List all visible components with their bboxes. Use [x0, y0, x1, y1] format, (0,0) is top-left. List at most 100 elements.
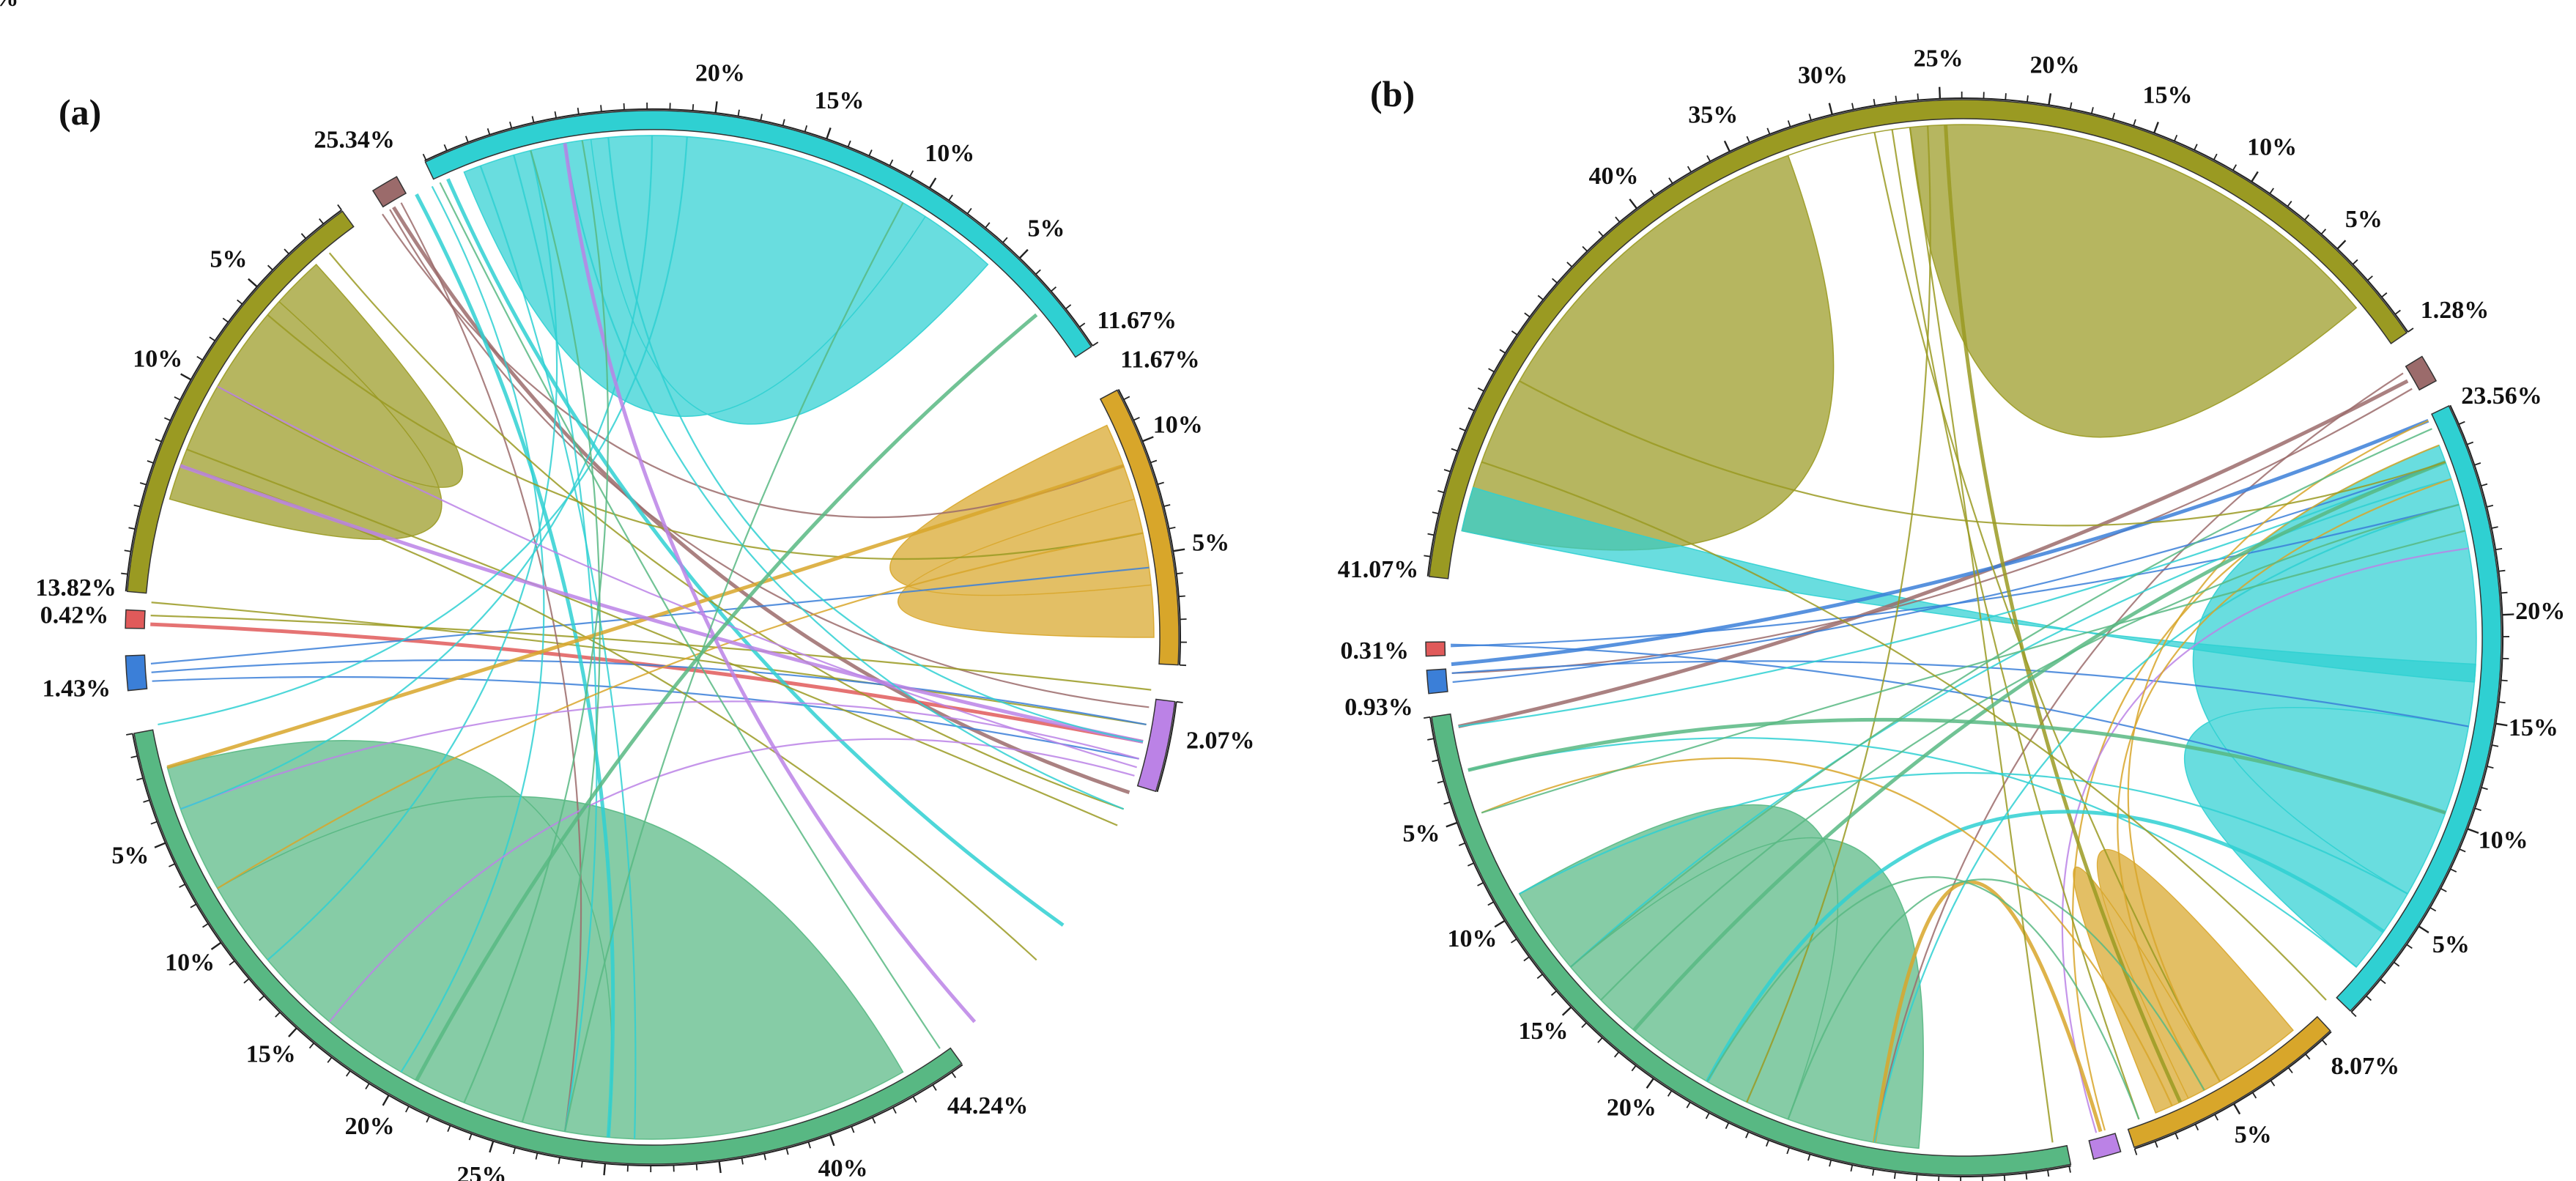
tick-mark — [1632, 1066, 1635, 1071]
tick-mark — [1829, 1160, 1831, 1166]
tick-label: 20% — [695, 59, 745, 86]
tick-mark — [147, 461, 153, 463]
tick-mark — [1158, 483, 1164, 485]
tick-mark — [2323, 1040, 2327, 1045]
sector-arc-brown — [2406, 356, 2436, 390]
tick-mark — [1767, 128, 1769, 134]
tick-mark — [1177, 702, 1183, 703]
tick-mark — [1169, 527, 1176, 529]
tick-mark — [555, 111, 556, 118]
tick-mark — [1467, 863, 1473, 866]
sector-share-label: 0.31% — [1341, 637, 1410, 664]
chord-panel-b: 5%10%15%20%25%30%35%40%41.07%1.28%5%10%1… — [1338, 45, 2566, 1181]
tick-mark — [2459, 422, 2465, 425]
tick-label: 20% — [2515, 598, 2565, 625]
tick-mark — [2368, 276, 2373, 281]
tick-mark — [1809, 114, 1811, 120]
tick-mark — [1788, 120, 1791, 127]
major-tick — [930, 178, 936, 188]
major-tick — [2048, 93, 2051, 105]
tick-mark — [1669, 178, 1673, 184]
tick-label: 20% — [1607, 1094, 1657, 1121]
tick-mark — [1428, 534, 1435, 536]
tick-mark — [2481, 484, 2487, 486]
tick-mark — [2026, 1173, 2027, 1180]
tick-mark — [1706, 1113, 1709, 1119]
tick-mark — [805, 125, 807, 132]
tick-label: 5% — [111, 843, 149, 870]
tick-mark — [764, 1154, 766, 1160]
tick-mark — [1917, 94, 1918, 100]
tick-mark — [1459, 428, 1465, 430]
tick-mark — [933, 1085, 936, 1091]
tick-mark — [169, 864, 174, 867]
tick-label: 15% — [1519, 1018, 1569, 1045]
tick-mark — [1726, 1123, 1729, 1129]
ribbon-gold — [890, 426, 1154, 637]
tick-mark — [1424, 717, 1430, 718]
sector-share-label: 1.43% — [42, 675, 111, 703]
tick-mark — [2070, 103, 2072, 109]
major-tick — [2234, 1104, 2240, 1114]
tick-mark — [1424, 555, 1430, 556]
tick-mark — [985, 223, 990, 228]
tick-mark — [1583, 246, 1587, 251]
tick-mark — [2407, 944, 2412, 948]
tick-mark — [889, 160, 892, 166]
tick-mark — [1552, 991, 1557, 996]
tick-mark — [2408, 328, 2413, 332]
tick-mark — [533, 116, 534, 123]
tick-mark — [1599, 232, 1603, 237]
chord-figure: 5%10%15%20%11.67%1%25.34%5%10%13.82%0.42… — [0, 0, 2576, 1181]
tick-label: 5% — [2432, 931, 2470, 958]
tick-mark — [1124, 396, 1130, 399]
tick-mark — [1895, 96, 1896, 103]
tick-label: 40% — [818, 1155, 868, 1181]
sector-arc-red — [125, 610, 145, 629]
tick-mark — [2113, 113, 2114, 119]
tick-mark — [1432, 512, 1439, 514]
tick-mark — [2481, 788, 2488, 790]
tick-mark — [808, 1142, 810, 1149]
tick-mark — [2474, 463, 2481, 465]
tick-mark — [1051, 287, 1056, 292]
tick-mark — [1133, 418, 1139, 421]
tick-mark — [2475, 808, 2481, 810]
tick-mark — [2270, 188, 2273, 193]
tick-mark — [1500, 349, 1506, 353]
tick-label: 15% — [246, 1041, 296, 1068]
tick-label: 5% — [2345, 206, 2383, 233]
tick-mark — [2195, 1125, 2198, 1130]
tick-mark — [2005, 93, 2006, 100]
tick-mark — [851, 1127, 854, 1133]
tick-mark — [1432, 760, 1439, 761]
tick-mark — [1066, 305, 1071, 309]
tick-mark — [131, 756, 138, 758]
sector-share-label: 44.24% — [947, 1092, 1029, 1119]
tick-mark — [510, 122, 511, 128]
tick-mark — [244, 979, 249, 983]
tick-mark — [179, 884, 185, 887]
tick-mark — [869, 149, 872, 155]
tick-mark — [284, 249, 289, 254]
tick-mark — [2499, 702, 2506, 703]
tick-mark — [536, 1153, 538, 1160]
tick-mark — [2353, 260, 2357, 264]
tick-mark — [2460, 849, 2465, 852]
tick-mark — [514, 1147, 515, 1154]
tick-mark — [366, 1084, 369, 1089]
tick-mark — [1524, 957, 1529, 960]
tick-label: 20% — [2030, 52, 2080, 79]
tick-mark — [1651, 190, 1654, 196]
tick-mark — [155, 439, 161, 441]
tick-mark — [2135, 1149, 2137, 1155]
major-tick — [2251, 171, 2258, 182]
tick-label: 15% — [2143, 82, 2193, 109]
tick-mark — [275, 1012, 280, 1017]
tick-mark — [1552, 278, 1558, 283]
sector-share-label: 2.07% — [1186, 728, 1255, 755]
tick-mark — [1511, 331, 1517, 335]
tick-mark — [1092, 342, 1098, 346]
tick-mark — [164, 418, 170, 421]
tick-mark — [2092, 107, 2093, 114]
